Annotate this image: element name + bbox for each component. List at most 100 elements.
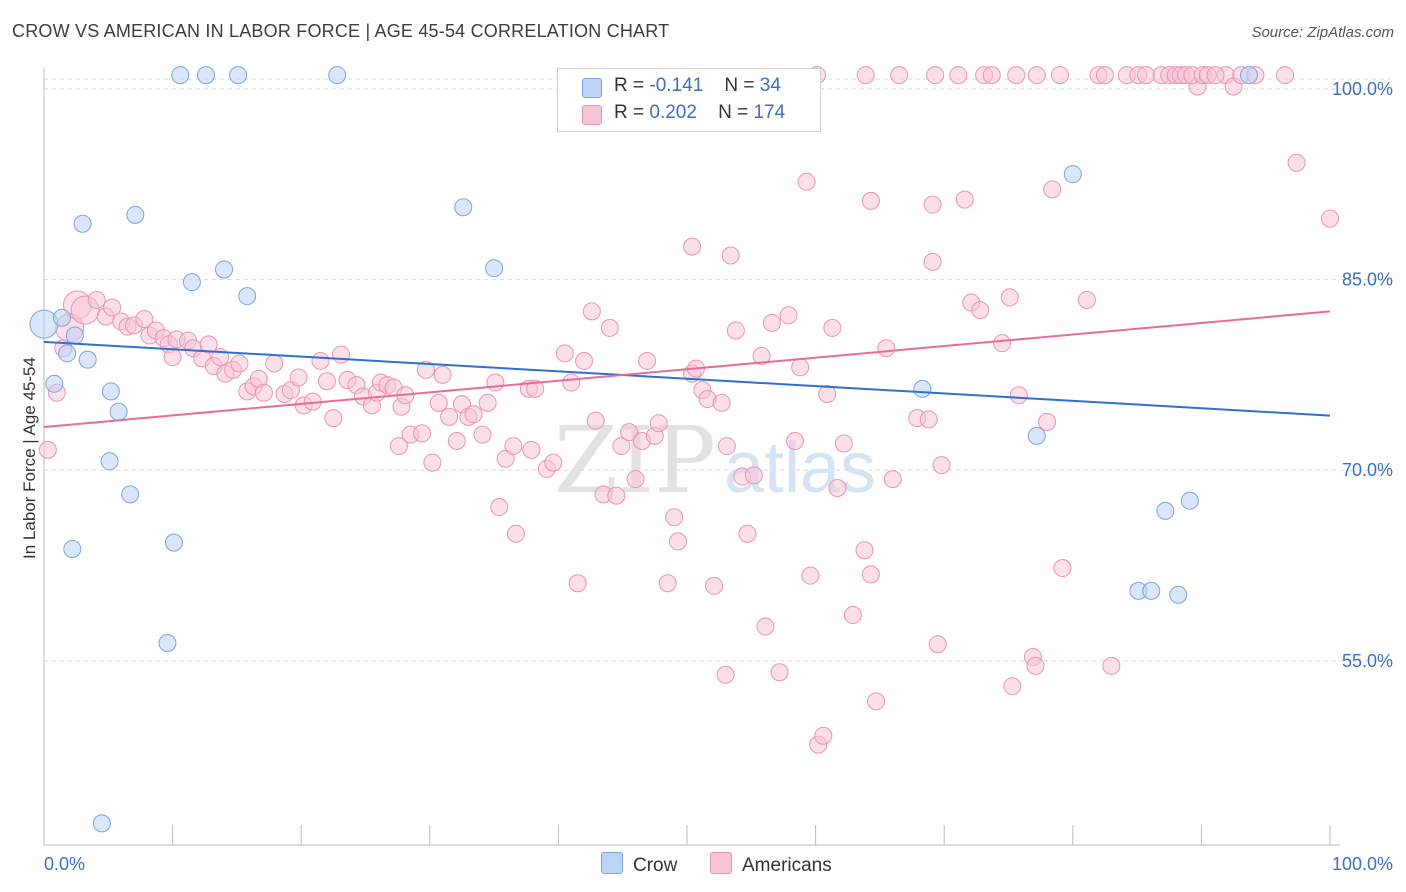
data-point	[325, 410, 342, 427]
data-point	[608, 487, 625, 504]
data-point	[1096, 67, 1113, 84]
data-point	[523, 441, 540, 458]
data-point	[414, 425, 431, 442]
data-point	[88, 291, 105, 308]
y-tick-label: 70.0%	[1342, 460, 1393, 480]
data-point	[659, 575, 676, 592]
data-point	[1028, 427, 1045, 444]
data-point	[857, 67, 874, 84]
x-tick-label-max: 100.0%	[1332, 854, 1393, 874]
data-point	[110, 403, 127, 420]
data-point	[159, 634, 176, 651]
data-point	[924, 196, 941, 213]
data-point	[455, 199, 472, 216]
data-point	[255, 384, 272, 401]
data-point	[290, 369, 307, 386]
data-point	[474, 426, 491, 443]
data-point	[669, 533, 686, 550]
data-point	[93, 815, 110, 832]
data-point	[1010, 387, 1027, 404]
data-point	[1039, 413, 1056, 430]
data-point	[465, 406, 482, 423]
data-point	[46, 375, 63, 392]
data-point	[950, 67, 967, 84]
data-point	[430, 394, 447, 411]
bottom-legend-americans: Americans	[710, 852, 832, 877]
data-point	[1240, 67, 1257, 84]
crow-n-value: 34	[760, 75, 781, 96]
data-point	[924, 253, 941, 270]
data-point	[486, 260, 503, 277]
data-point	[757, 618, 774, 635]
data-point	[64, 540, 81, 557]
data-point	[1027, 657, 1044, 674]
data-point	[165, 534, 182, 551]
data-point	[763, 314, 780, 331]
y-tick-label: 55.0%	[1342, 651, 1393, 671]
americans-n-value: 174	[753, 102, 785, 123]
data-point	[448, 432, 465, 449]
data-point	[583, 303, 600, 320]
data-point	[74, 215, 91, 232]
data-point	[601, 319, 618, 336]
data-point	[1064, 166, 1081, 183]
y-tick-label: 100.0%	[1332, 79, 1393, 99]
data-point	[479, 394, 496, 411]
stats-legend: R = -0.141 N = 34 R = 0.202 N = 174	[557, 68, 821, 132]
data-point	[722, 247, 739, 264]
data-point	[862, 192, 879, 209]
data-point	[59, 345, 76, 362]
trend-line-crow	[44, 342, 1330, 416]
crow-r-label: R =	[614, 75, 644, 96]
data-point	[172, 67, 189, 84]
data-point	[780, 307, 797, 324]
data-point	[434, 366, 451, 383]
data-point	[239, 288, 256, 305]
data-point	[856, 542, 873, 559]
data-point	[745, 467, 762, 484]
data-point	[216, 261, 233, 278]
crow-swatch	[582, 78, 602, 98]
americans-swatch	[582, 105, 602, 125]
data-point	[771, 664, 788, 681]
data-point	[1138, 67, 1155, 84]
data-point	[824, 319, 841, 336]
data-point	[1078, 291, 1095, 308]
data-point	[792, 359, 809, 376]
data-point	[329, 67, 346, 84]
data-point	[505, 438, 522, 455]
data-point	[891, 67, 908, 84]
data-point	[1044, 181, 1061, 198]
bottom-legend-crow: Crow	[601, 852, 677, 877]
data-point	[576, 352, 593, 369]
data-point	[666, 509, 683, 526]
bottom-americans-label: Americans	[742, 855, 832, 876]
data-point	[556, 345, 573, 362]
y-tick-label: 85.0%	[1342, 270, 1393, 290]
data-point	[844, 607, 861, 624]
data-point	[650, 415, 667, 432]
data-point	[230, 67, 247, 84]
data-point	[956, 191, 973, 208]
data-point	[1322, 210, 1339, 227]
data-point	[563, 374, 580, 391]
data-point	[54, 309, 71, 326]
data-point	[1170, 586, 1187, 603]
data-point	[1054, 560, 1071, 577]
data-point	[545, 454, 562, 471]
data-point	[835, 435, 852, 452]
data-point	[122, 486, 139, 503]
data-point	[684, 238, 701, 255]
data-point	[884, 471, 901, 488]
data-point	[1288, 154, 1305, 171]
data-point	[66, 327, 83, 344]
data-point	[266, 355, 283, 372]
data-point	[101, 453, 118, 470]
data-point	[713, 394, 730, 411]
data-point	[1103, 657, 1120, 674]
data-point	[639, 352, 656, 369]
data-point	[994, 335, 1011, 352]
gridlines	[44, 79, 1390, 661]
data-point	[798, 173, 815, 190]
data-point	[424, 454, 441, 471]
